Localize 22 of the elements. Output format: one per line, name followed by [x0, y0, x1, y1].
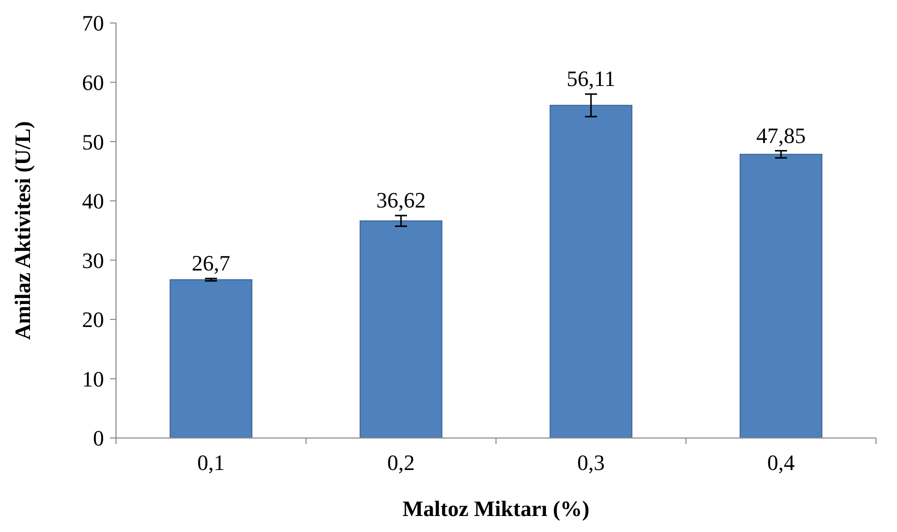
bar: [360, 220, 442, 438]
data-label: 47,85: [756, 122, 806, 148]
data-label: 56,11: [566, 66, 616, 92]
y-tick-label: 50: [82, 129, 104, 154]
data-label: 36,62: [376, 188, 426, 213]
x-tick-label: 0,1: [197, 450, 225, 475]
data-label: 26,7: [192, 250, 230, 276]
y-tick-label: 20: [82, 307, 104, 332]
x-tick-label: 0,4: [767, 450, 795, 475]
y-tick-label: 30: [82, 248, 104, 273]
y-axis-title: Amilaz Aktivitesi (U/L): [10, 121, 35, 340]
bar: [740, 154, 822, 438]
x-axis-title: Maltoz Miktarı (%): [402, 496, 590, 521]
y-tick-label: 60: [82, 70, 104, 95]
bar: [170, 279, 252, 438]
bar: [550, 104, 632, 438]
x-tick-label: 0,2: [387, 450, 415, 475]
x-tick-label: 0,3: [577, 450, 605, 475]
y-tick-label: 40: [82, 188, 104, 214]
y-tick-label: 70: [82, 10, 104, 36]
y-tick-label: 10: [82, 366, 104, 392]
y-tick-label: 0: [93, 426, 104, 451]
